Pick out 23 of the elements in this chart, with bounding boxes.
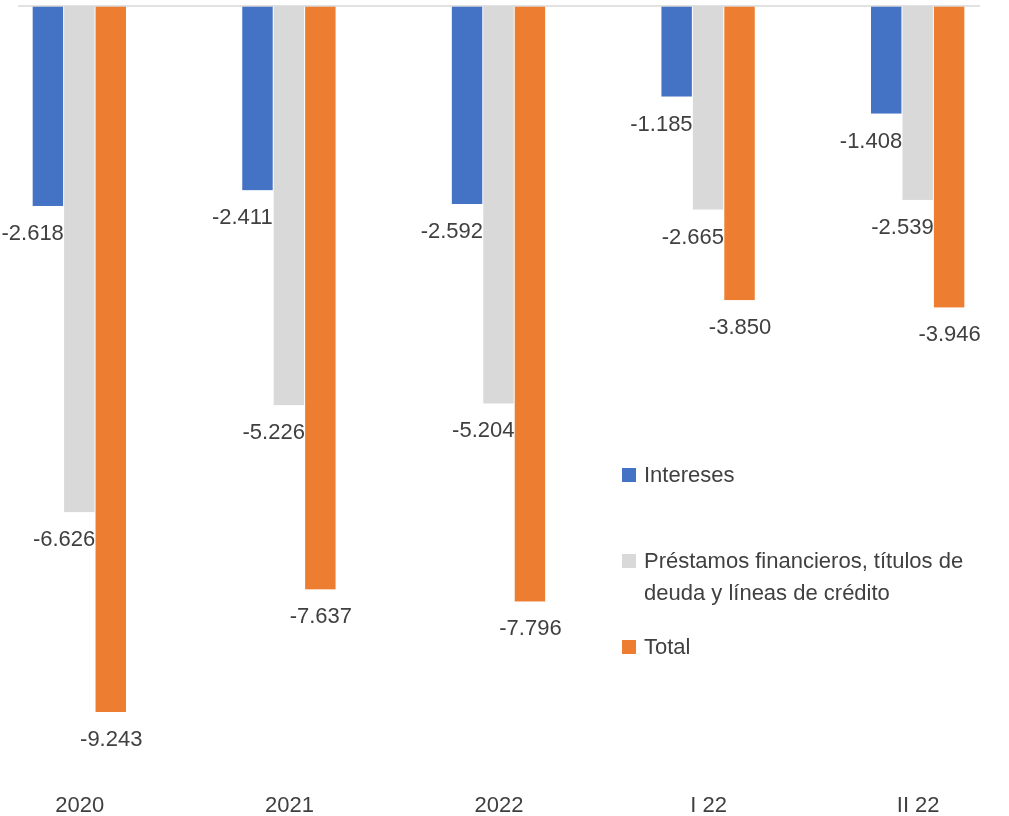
data-label: -1.408 [839, 127, 903, 153]
data-label: -2.411 [211, 204, 273, 230]
x-tick-label: I 22 [690, 792, 727, 816]
data-label: -6.626 [32, 526, 96, 552]
x-tick-label: 2022 [474, 792, 524, 816]
data-label: -5.204 [452, 417, 515, 443]
legend-label: Préstamos financieros, títulos de deuda y líneas de crédito [644, 548, 964, 605]
x-tick-label: 2021 [264, 792, 314, 816]
x-tick-label: 2020 [55, 792, 105, 816]
data-label: -3.850 [708, 314, 772, 340]
data-label: -2.665 [661, 223, 725, 249]
data-label: -9.243 [80, 726, 143, 751]
data-label: -7.637 [289, 603, 353, 629]
x-tick-label: II 22 [896, 792, 940, 816]
legend-label: Total [644, 634, 691, 659]
legend-label: Intereses [644, 462, 735, 487]
data-label: -2.592 [420, 217, 484, 243]
data-label: -5.226 [242, 419, 305, 445]
data-label: -1.185 [630, 110, 693, 136]
data-label: -2.618 [1, 219, 64, 245]
data-label: -3.946 [918, 321, 981, 347]
data-label: -7.796 [499, 615, 562, 641]
data-label: -2.539 [871, 213, 934, 239]
